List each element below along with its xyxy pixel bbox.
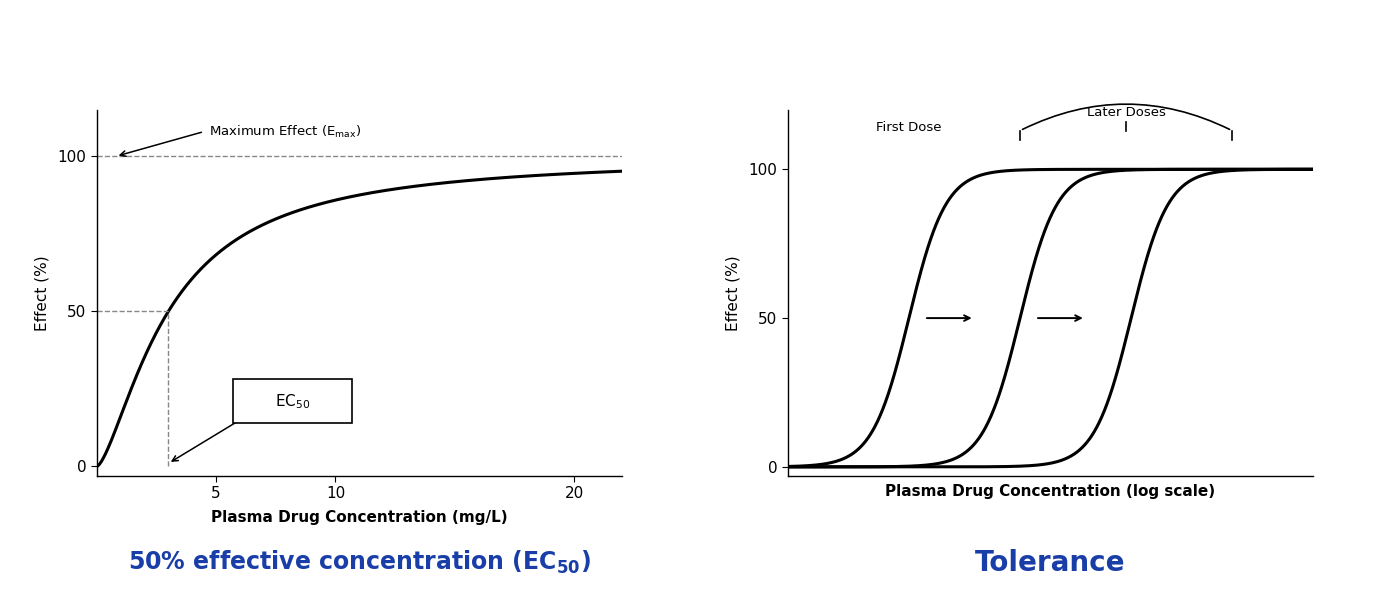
Text: Tolerance: Tolerance [976,549,1125,577]
Text: Later Doses: Later Doses [1086,106,1165,119]
Text: First Dose: First Dose [876,121,941,134]
X-axis label: Plasma Drug Concentration (log scale): Plasma Drug Concentration (log scale) [886,484,1215,499]
Text: EC$_\mathregular{50}$: EC$_\mathregular{50}$ [275,392,310,411]
Y-axis label: Effect (%): Effect (%) [726,255,741,331]
Y-axis label: Effect (%): Effect (%) [35,255,50,331]
Text: Maximum Effect (E$_\mathregular{max}$): Maximum Effect (E$_\mathregular{max}$) [209,123,361,140]
X-axis label: Plasma Drug Concentration (mg/L): Plasma Drug Concentration (mg/L) [211,509,507,525]
FancyBboxPatch shape [232,379,352,423]
Text: 50% effective concentration (EC$_\mathregular{50}$): 50% effective concentration (EC$_\mathre… [129,549,590,576]
